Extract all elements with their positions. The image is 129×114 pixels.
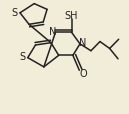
Text: N: N: [79, 38, 87, 48]
Text: S: S: [19, 52, 25, 62]
Text: S: S: [12, 8, 18, 17]
Text: N: N: [49, 26, 56, 36]
Text: O: O: [79, 69, 87, 78]
Text: SH: SH: [65, 10, 78, 20]
